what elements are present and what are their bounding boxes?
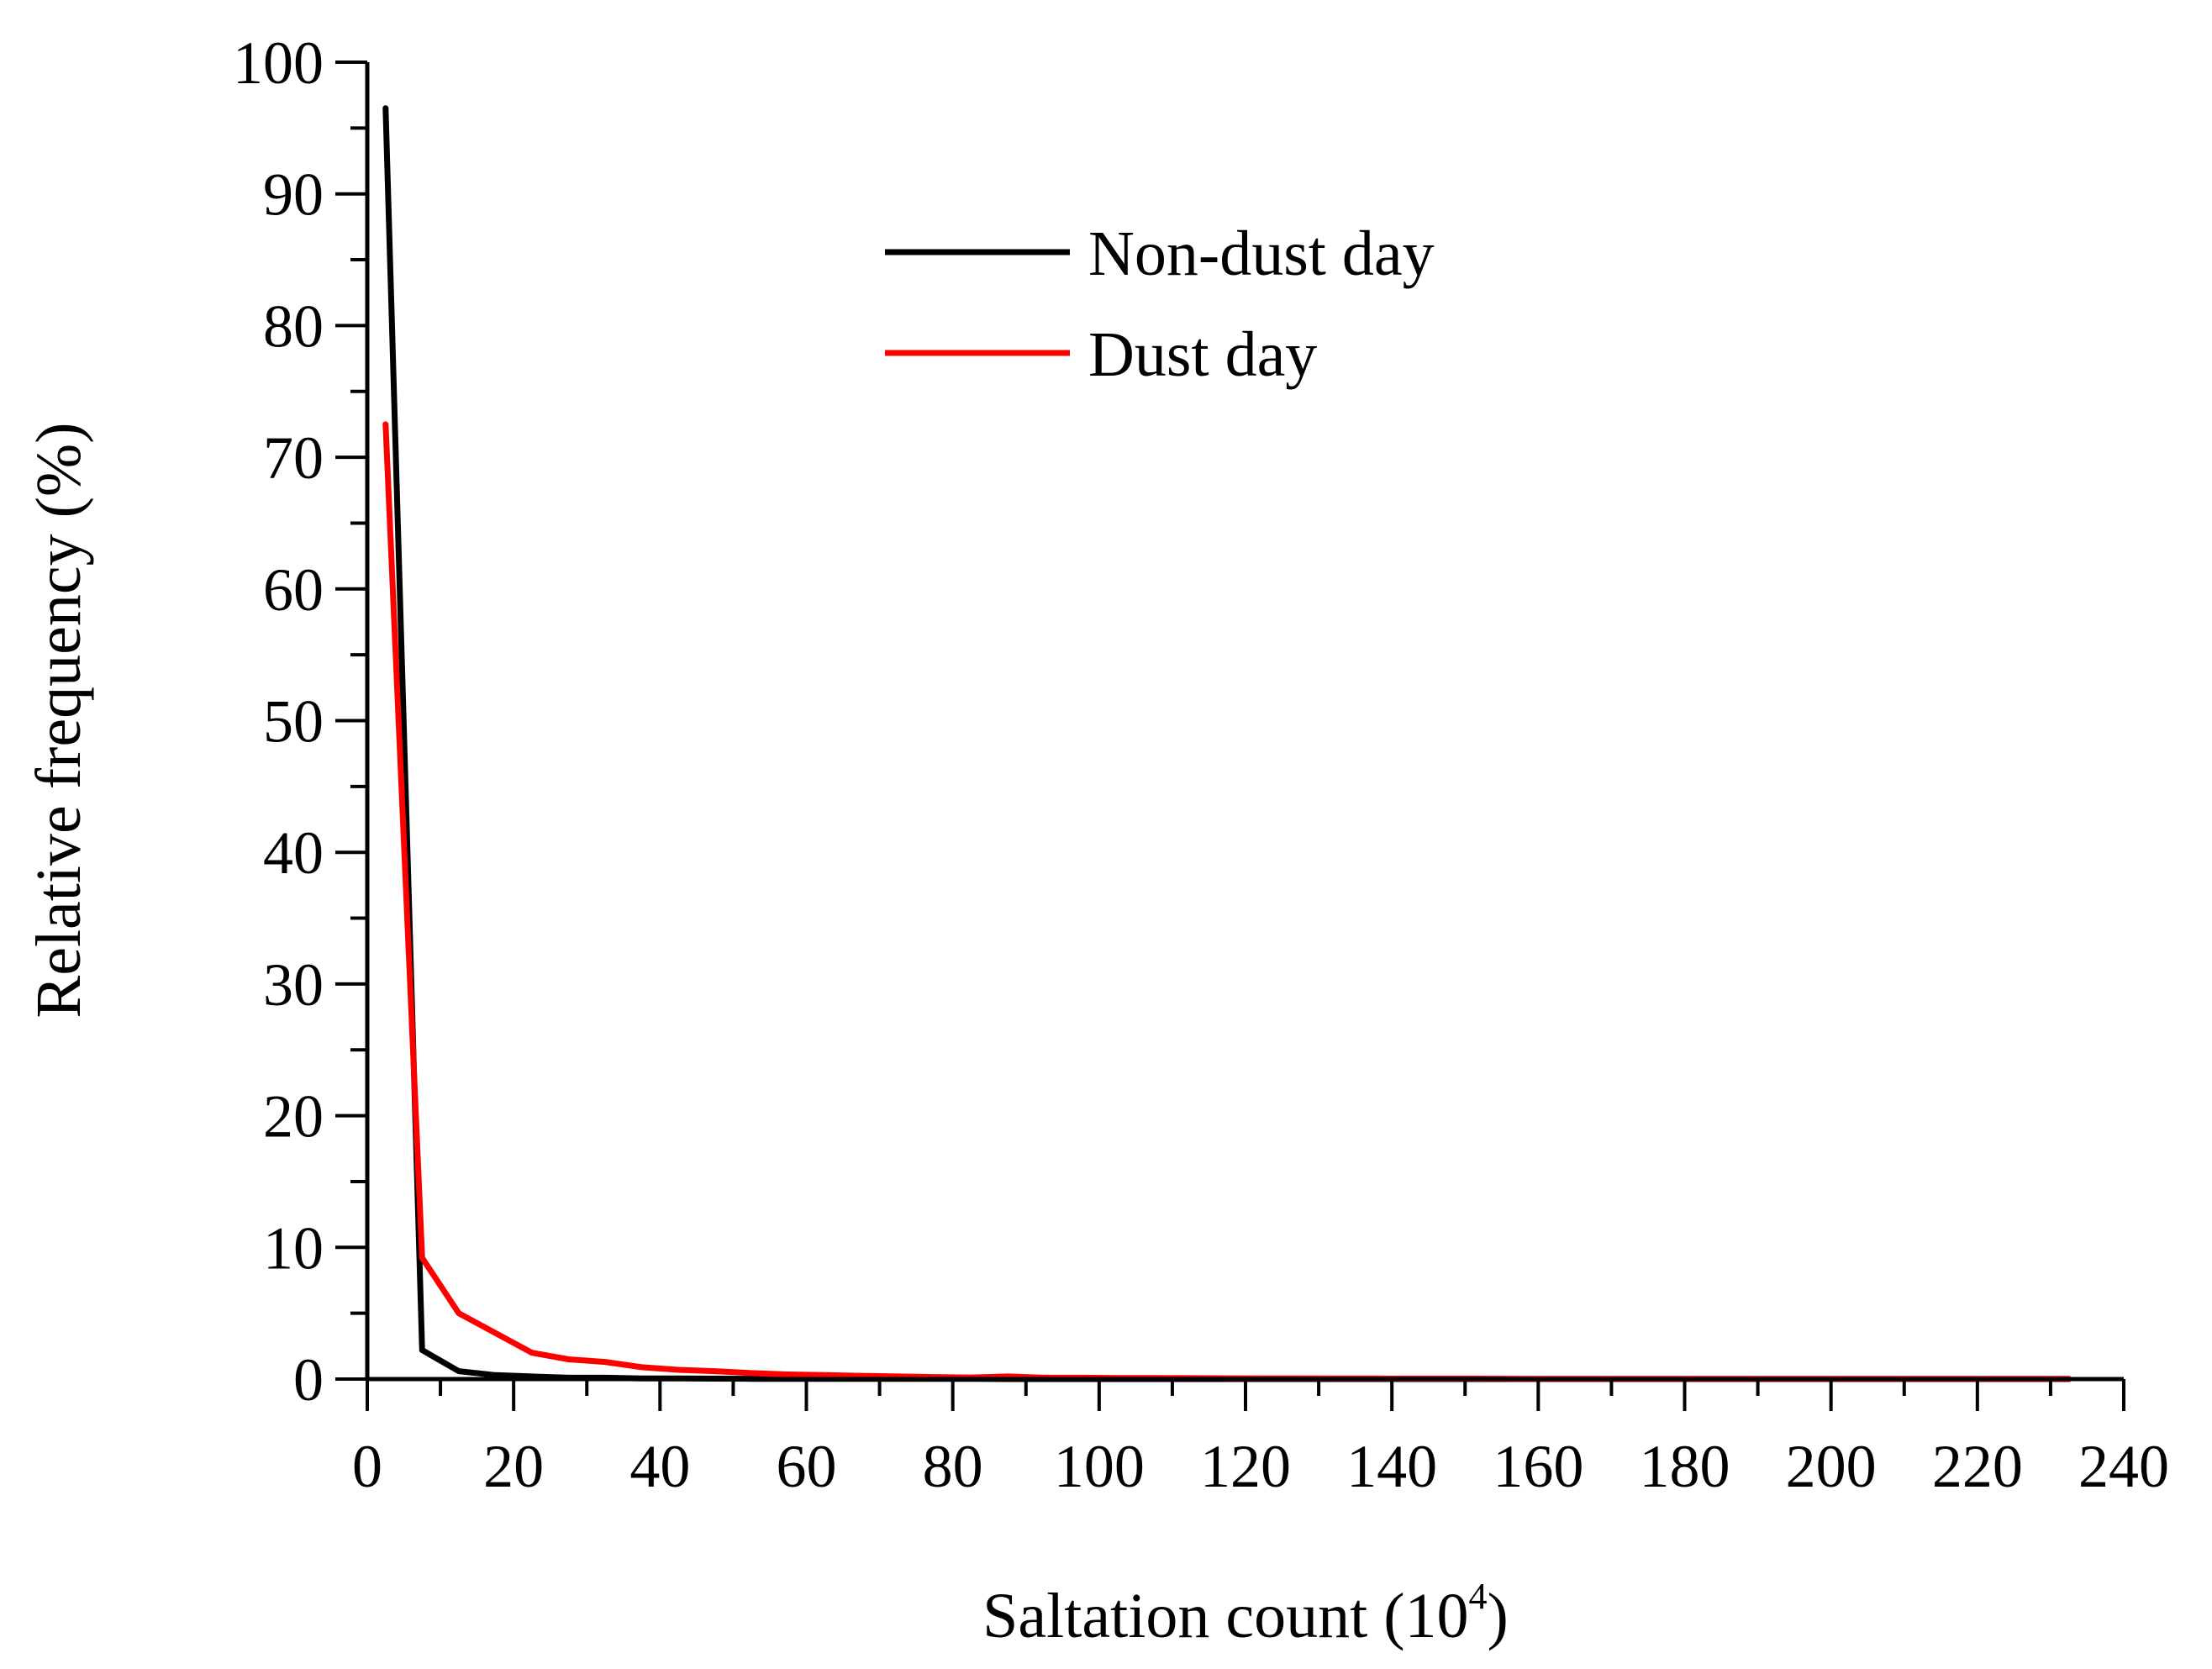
x-axis-title: Saltation count (104) (982, 1576, 1509, 1651)
x-axis-title-main: Saltation count (10 (982, 1581, 1468, 1651)
x-tick-label: 140 (1346, 1433, 1437, 1500)
y-tick-label: 0 (293, 1346, 324, 1414)
y-tick-label: 20 (263, 1083, 324, 1150)
x-tick-label: 240 (2078, 1433, 2169, 1500)
x-tick-label: 0 (352, 1433, 382, 1500)
x-tick-label: 120 (1200, 1433, 1291, 1500)
x-tick-label: 60 (777, 1433, 837, 1500)
ticks (335, 61, 2125, 1411)
x-tick-label: 80 (923, 1433, 983, 1500)
x-tick-label: 180 (1640, 1433, 1730, 1500)
x-axis-title-exponent: 4 (1469, 1576, 1488, 1617)
tick-labels: 0 10 20 30 40 50 60 70 80 90 100 0 20 40 60 80 100 120 140… (233, 29, 2169, 1500)
x-tick-label: 200 (1786, 1433, 1877, 1500)
y-tick-label: 80 (263, 292, 324, 360)
y-tick-label: 50 (263, 688, 324, 756)
y-tick-label: 100 (233, 29, 324, 97)
y-tick-label: 70 (263, 424, 324, 492)
y-tick-label: 60 (263, 556, 324, 624)
legend-label-dust-day: Dust day (1088, 319, 1317, 390)
series-line-non-dust-day (382, 105, 2072, 1382)
y-axis-title: Relative frequency (%) (24, 423, 94, 1019)
x-tick-label: 160 (1493, 1433, 1583, 1500)
series-layer (382, 105, 2072, 1382)
x-tick-label: 100 (1054, 1433, 1145, 1500)
y-tick-label: 90 (263, 161, 324, 229)
legend-label-non-dust-day: Non-dust day (1088, 218, 1435, 289)
x-tick-label: 40 (629, 1433, 690, 1500)
x-axis-title-close: ) (1488, 1581, 1509, 1651)
y-tick-label: 30 (263, 951, 324, 1019)
x-tick-label: 220 (1932, 1433, 2023, 1500)
y-tick-label: 40 (263, 819, 324, 887)
legend: Non-dust day Dust day (885, 218, 1435, 390)
series-line-dust-day (382, 421, 2072, 1382)
x-tick-label: 20 (483, 1433, 544, 1500)
y-tick-label: 10 (263, 1214, 324, 1282)
